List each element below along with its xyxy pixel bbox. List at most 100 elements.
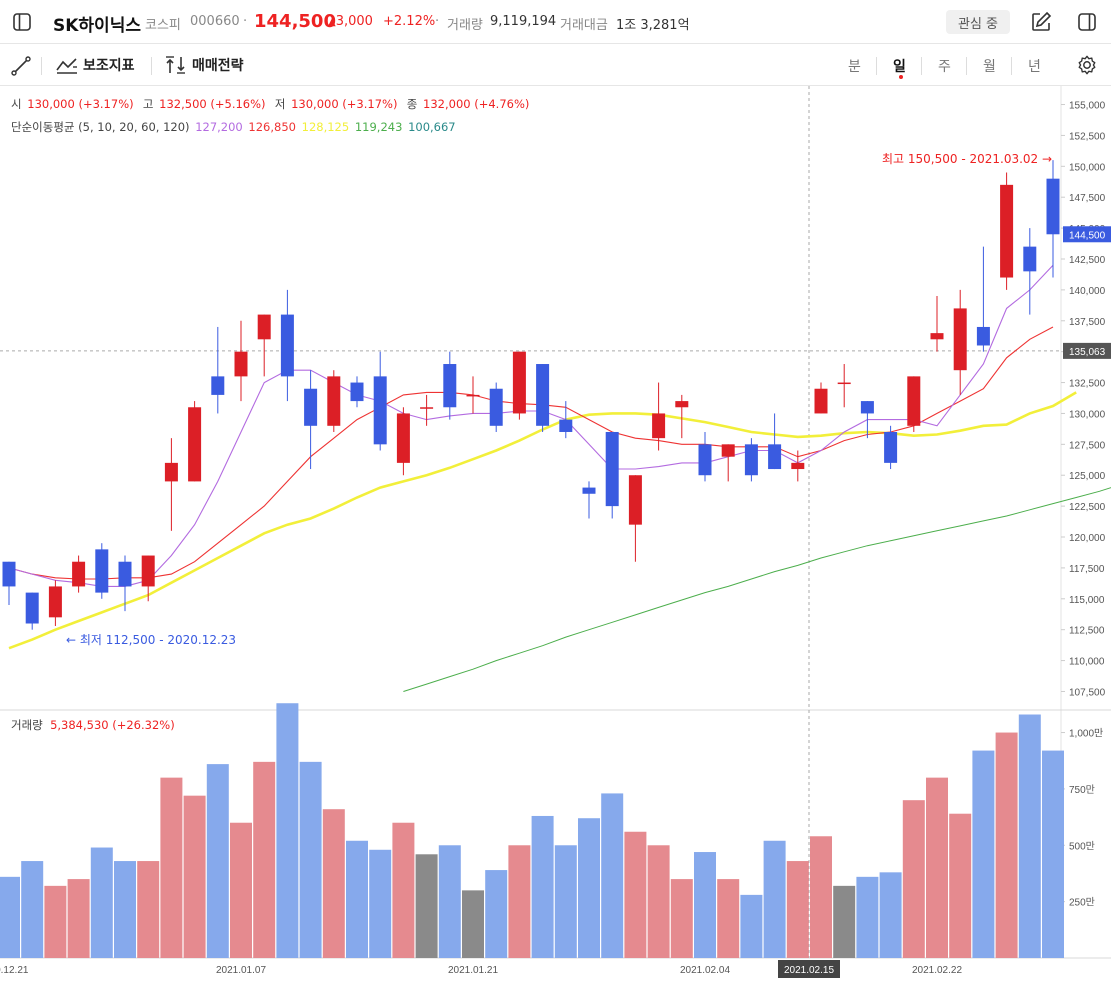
volume-legend-value: 5,384,530 (+26.32%)	[50, 718, 175, 732]
volume-bar	[902, 800, 925, 958]
candle-body	[721, 444, 735, 457]
volume-bar	[415, 854, 438, 958]
period-minute[interactable]: 분	[848, 59, 861, 75]
candle-body	[768, 444, 782, 470]
price-tick-label: 140,000	[1069, 286, 1106, 297]
price-tick-label: 132,500	[1069, 379, 1106, 390]
sidebar-toggle-icon[interactable]	[12, 12, 32, 32]
volume-bar	[1042, 750, 1064, 958]
volume-bar	[183, 795, 206, 958]
volume-bar	[44, 885, 67, 958]
price-tick-label: 150,000	[1069, 162, 1106, 173]
ma-label: 단순이동평균 (5, 10, 20, 60, 120)	[11, 120, 190, 134]
volume-bar	[624, 831, 647, 958]
price-change-percent: +2.12%	[383, 14, 436, 29]
crosshair-date-label: 2021.02.15	[784, 965, 834, 976]
candle-body	[814, 388, 828, 414]
period-month[interactable]: 월	[983, 59, 996, 75]
indicator-icon	[56, 58, 77, 74]
strategy-button[interactable]: 매매전략	[165, 55, 244, 75]
candle-body	[1023, 246, 1037, 272]
candle-body	[164, 462, 178, 482]
price-tick-label: 155,000	[1069, 101, 1106, 112]
volume-tick-label: 1,000만	[1069, 728, 1103, 740]
candle-body	[304, 388, 318, 426]
trade-amount-value: 1조 3,281억	[616, 18, 690, 33]
candle-body	[489, 388, 503, 426]
stock-code: 000660	[190, 14, 240, 29]
candle-body	[72, 561, 86, 587]
gear-icon[interactable]	[1076, 54, 1098, 76]
volume-bar	[833, 885, 856, 958]
watchlist-button[interactable]: 관심 중	[946, 10, 1010, 34]
candle-body	[628, 475, 642, 525]
date-tick-label: 2021.02.22	[912, 965, 962, 976]
candle-body	[582, 487, 596, 494]
toolbar-divider	[1011, 57, 1012, 75]
trade-amount-label: 거래대금	[560, 18, 608, 33]
toolbar-divider	[966, 57, 967, 75]
draw-line-icon[interactable]	[11, 56, 31, 76]
separator-dot: ·	[435, 14, 440, 29]
ma10-value: 126,850	[248, 120, 296, 134]
candle-body	[420, 407, 434, 409]
current-price-tag-label: 144,500	[1069, 230, 1106, 241]
volume-bar	[531, 815, 554, 958]
low-label: 저	[274, 97, 286, 111]
volume-value: 9,119,194	[490, 14, 557, 29]
volume-bar	[21, 861, 44, 958]
volume-bar	[299, 761, 322, 958]
ma-legend: 단순이동평균 (5, 10, 20, 60, 120) 127,200 126,…	[11, 119, 458, 135]
high-label: 고	[142, 97, 154, 111]
candle-body	[188, 407, 202, 482]
toolbar-divider	[41, 57, 42, 75]
side-panel-icon[interactable]	[1077, 12, 1097, 32]
volume-bar	[206, 764, 229, 958]
ma5-value: 127,200	[195, 120, 243, 134]
volume-bar	[392, 822, 415, 958]
volume-bar	[949, 813, 972, 958]
candle-body	[953, 308, 967, 371]
crosshair-date-tag	[778, 960, 840, 978]
volume-bar	[856, 876, 879, 958]
candle-body	[396, 413, 410, 463]
candle-body	[118, 561, 132, 587]
price-change: ▲3,000	[328, 14, 373, 29]
period-day[interactable]: 일	[893, 59, 906, 75]
candle-body	[860, 401, 874, 414]
volume-tick-label: 250만	[1069, 897, 1095, 909]
candle-body	[234, 351, 248, 377]
candle-body	[907, 376, 921, 426]
high-value: 132,500 (+5.16%)	[159, 97, 266, 111]
candle-body	[25, 592, 39, 624]
volume-bar	[694, 852, 716, 958]
price-tick-label: 122,500	[1069, 502, 1106, 513]
volume-bar	[926, 777, 948, 958]
price-tick-label: 120,000	[1069, 533, 1106, 544]
candle-body	[280, 314, 294, 377]
toolbar-divider	[151, 57, 152, 75]
price-tick-label: 125,000	[1069, 471, 1106, 482]
indicator-button[interactable]: 보조지표	[56, 55, 135, 75]
period-week[interactable]: 주	[938, 59, 951, 75]
price-tick-label: 110,000	[1069, 657, 1105, 668]
price-tick-label: 112,500	[1069, 626, 1105, 637]
current-price: 144,500	[254, 11, 336, 32]
candle-body	[930, 333, 944, 340]
close-label: 종	[406, 97, 418, 111]
volume-bar	[578, 818, 600, 958]
ma60-value: 119,243	[354, 120, 403, 134]
volume-bar	[346, 840, 368, 958]
candle-body	[536, 364, 550, 426]
volume-bar	[438, 845, 461, 958]
ma10-line	[8, 326, 1054, 580]
candle-body	[373, 376, 387, 445]
ma60-line	[403, 487, 1111, 692]
edit-icon[interactable]	[1030, 11, 1052, 33]
period-year[interactable]: 년	[1028, 59, 1041, 75]
candle-body	[652, 413, 666, 439]
candle-body	[744, 444, 758, 476]
stock-chart[interactable]: 155,000152,500150,000147,500145,000142,5…	[0, 86, 1111, 989]
crosshair-price-tag-label: 135,063	[1069, 347, 1106, 358]
crosshair-price-tag	[1063, 342, 1111, 359]
